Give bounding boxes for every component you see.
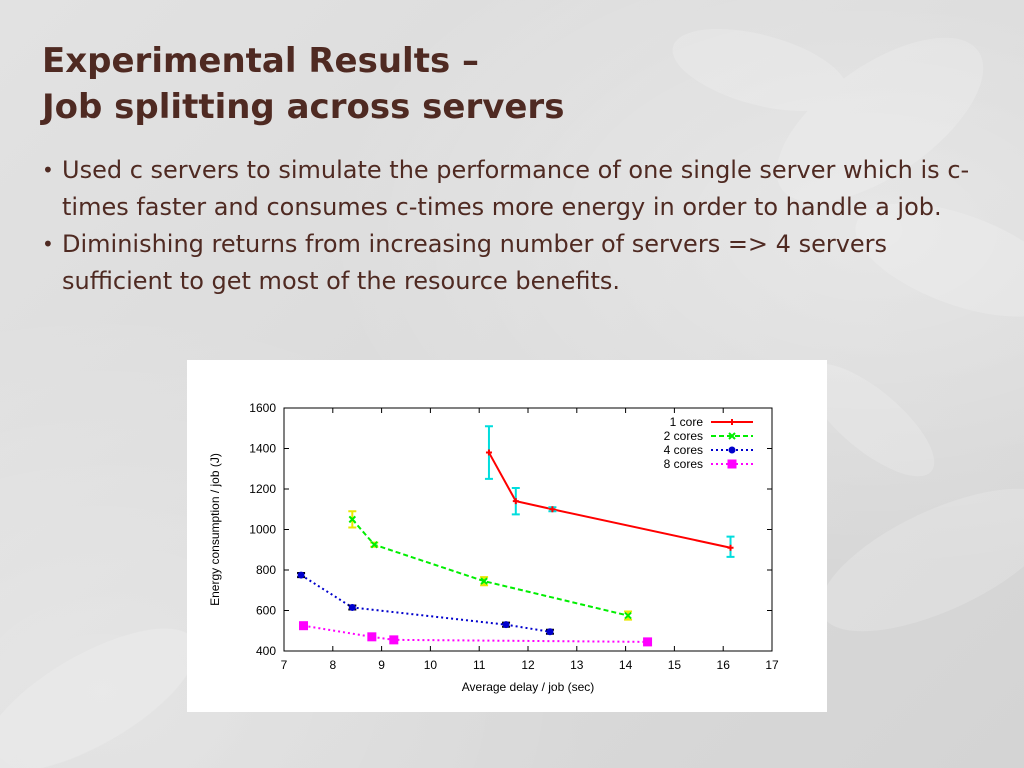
- bullet-glyph: •: [42, 158, 54, 182]
- chart-container: 7 8 9 10 11 12 13 14 15 16 17 400 600 800 1000 1200 1400…: [187, 360, 827, 712]
- legend-label: 8 cores: [664, 457, 703, 471]
- legend-marker: [729, 419, 735, 425]
- y-tick-label: 600: [256, 604, 276, 618]
- legend-label: 4 cores: [664, 443, 703, 457]
- y-tick-label: 1600: [249, 401, 276, 415]
- x-tick-label: 9: [378, 658, 385, 672]
- data-point: [367, 632, 377, 642]
- x-tick-label: 7: [281, 658, 288, 672]
- legend-label: 2 cores: [664, 429, 703, 443]
- legend-marker: [727, 459, 737, 469]
- y-tick-label: 1000: [249, 523, 276, 537]
- y-tick-label: 1400: [249, 442, 276, 456]
- series-line: [488, 452, 731, 549]
- x-tick-label: 11: [473, 658, 486, 672]
- title-line-2: Job splitting across servers: [42, 87, 565, 127]
- data-point: [389, 635, 399, 645]
- series-line: [351, 518, 629, 617]
- x-tick-label: 14: [619, 658, 633, 672]
- data-point: [546, 628, 554, 636]
- bullet-item: • Diminishing returns from increasing nu…: [42, 226, 992, 300]
- data-point: [348, 515, 357, 524]
- data-point: [727, 544, 734, 551]
- y-tick-label: 1200: [249, 482, 276, 496]
- x-axis-label: Average delay / job (sec): [462, 680, 595, 694]
- data-point: [624, 611, 632, 620]
- x-tick-label: 8: [329, 658, 336, 672]
- legend-marker: [728, 432, 736, 440]
- bullet-glyph: •: [42, 232, 54, 256]
- data-point: [502, 621, 510, 629]
- bullet-text-1: Used c servers to simulate the performan…: [62, 156, 970, 221]
- legend-label: 1 core: [670, 415, 704, 429]
- data-point: [480, 577, 488, 585]
- x-tick-label: 17: [765, 658, 779, 672]
- series-line: [300, 574, 551, 633]
- series-line: [303, 624, 648, 643]
- bullet-item: • Used c servers to simulate the perform…: [42, 152, 992, 226]
- y-tick-label: 400: [256, 644, 276, 658]
- bullet-text-2: Diminishing returns from increasing numb…: [62, 230, 888, 295]
- data-point: [370, 540, 378, 549]
- slide-title: Experimental Results – Job splitting acr…: [42, 38, 564, 130]
- data-point: [549, 506, 556, 513]
- energy-delay-chart: 7 8 9 10 11 12 13 14 15 16 17 400 600 800 1000 1200 1400…: [208, 401, 779, 694]
- data-point: [299, 621, 309, 631]
- data-point: [348, 603, 356, 611]
- legend-marker: [728, 446, 736, 454]
- data-point: [485, 449, 492, 456]
- x-tick-label: 13: [570, 658, 584, 672]
- y-tick-label: 800: [256, 563, 276, 577]
- x-tick-label: 15: [668, 658, 682, 672]
- data-point: [297, 571, 305, 579]
- data-point: [643, 637, 653, 647]
- title-line-1: Experimental Results –: [42, 41, 480, 81]
- data-point: [512, 498, 519, 505]
- y-axis-label: Energy consumption / job (J): [208, 453, 222, 606]
- x-tick-label: 12: [521, 658, 535, 672]
- bullet-list: • Used c servers to simulate the perform…: [42, 152, 992, 300]
- x-tick-label: 10: [424, 658, 438, 672]
- x-tick-label: 16: [717, 658, 731, 672]
